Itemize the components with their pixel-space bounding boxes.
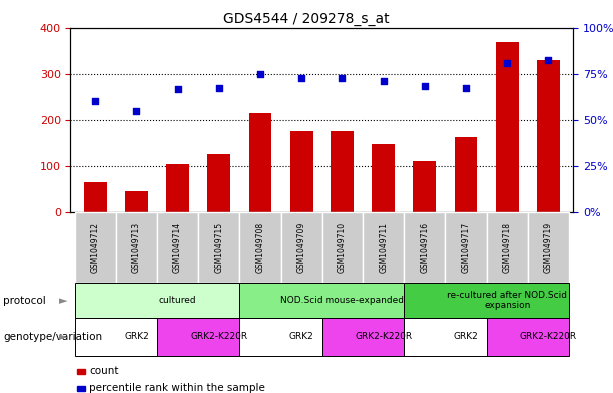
Bar: [331, 131, 354, 212]
Bar: [404, 212, 446, 283]
Text: GRK2-K220R: GRK2-K220R: [190, 332, 248, 342]
Bar: [322, 212, 363, 283]
Bar: [157, 318, 240, 356]
Bar: [487, 318, 569, 356]
Bar: [487, 212, 528, 283]
Point: [132, 107, 142, 114]
Text: GRK2: GRK2: [124, 332, 149, 342]
Bar: [404, 318, 487, 356]
Text: ►: ►: [59, 332, 67, 342]
Bar: [75, 318, 157, 356]
Text: GSM1049713: GSM1049713: [132, 222, 141, 273]
Point: [90, 98, 100, 105]
Point: [502, 59, 512, 66]
Point: [173, 86, 183, 92]
Bar: [75, 212, 116, 283]
Text: GRK2: GRK2: [454, 332, 478, 342]
Text: genotype/variation: genotype/variation: [3, 332, 102, 342]
Bar: [372, 144, 395, 212]
Point: [544, 57, 554, 63]
Bar: [116, 212, 157, 283]
Point: [420, 83, 430, 89]
Point: [214, 84, 224, 91]
Bar: [240, 318, 322, 356]
Bar: [240, 283, 404, 318]
Bar: [446, 212, 487, 283]
Bar: [290, 131, 313, 212]
Text: GSM1049719: GSM1049719: [544, 222, 553, 273]
Point: [338, 75, 348, 81]
Text: GRK2: GRK2: [289, 332, 314, 342]
Bar: [496, 42, 519, 212]
Text: ►: ►: [59, 296, 67, 306]
Bar: [125, 191, 148, 212]
Bar: [75, 283, 240, 318]
Text: GSM1049708: GSM1049708: [256, 222, 265, 273]
Bar: [404, 283, 569, 318]
Text: GDS4544 / 209278_s_at: GDS4544 / 209278_s_at: [223, 12, 390, 26]
Bar: [207, 154, 230, 212]
Bar: [198, 212, 240, 283]
Bar: [157, 212, 198, 283]
Text: NOD.Scid mouse-expanded: NOD.Scid mouse-expanded: [280, 296, 405, 305]
Text: GSM1049710: GSM1049710: [338, 222, 347, 273]
Text: GRK2-K220R: GRK2-K220R: [355, 332, 412, 342]
Bar: [455, 138, 478, 212]
Text: GSM1049714: GSM1049714: [173, 222, 182, 273]
Point: [255, 70, 265, 77]
Bar: [414, 160, 436, 212]
Point: [379, 78, 389, 84]
Text: GRK2-K220R: GRK2-K220R: [520, 332, 577, 342]
Bar: [537, 60, 560, 212]
Bar: [363, 212, 404, 283]
Bar: [281, 212, 322, 283]
Bar: [240, 212, 281, 283]
Text: re-cultured after NOD.Scid
expansion: re-cultured after NOD.Scid expansion: [447, 291, 567, 310]
Text: cultured: cultured: [159, 296, 196, 305]
Point: [296, 75, 306, 81]
Text: GSM1049716: GSM1049716: [421, 222, 429, 273]
Text: GSM1049711: GSM1049711: [379, 222, 388, 273]
Text: GSM1049718: GSM1049718: [503, 222, 512, 273]
Bar: [528, 212, 569, 283]
Text: GSM1049717: GSM1049717: [462, 222, 471, 273]
Point: [461, 84, 471, 91]
Text: GSM1049712: GSM1049712: [91, 222, 100, 273]
Bar: [166, 164, 189, 212]
Text: percentile rank within the sample: percentile rank within the sample: [89, 383, 265, 393]
Text: protocol: protocol: [3, 296, 46, 306]
Text: GSM1049715: GSM1049715: [215, 222, 223, 273]
Text: GSM1049709: GSM1049709: [297, 222, 306, 273]
Bar: [249, 113, 272, 212]
Text: count: count: [89, 366, 119, 376]
Bar: [322, 318, 404, 356]
Bar: [84, 182, 107, 212]
